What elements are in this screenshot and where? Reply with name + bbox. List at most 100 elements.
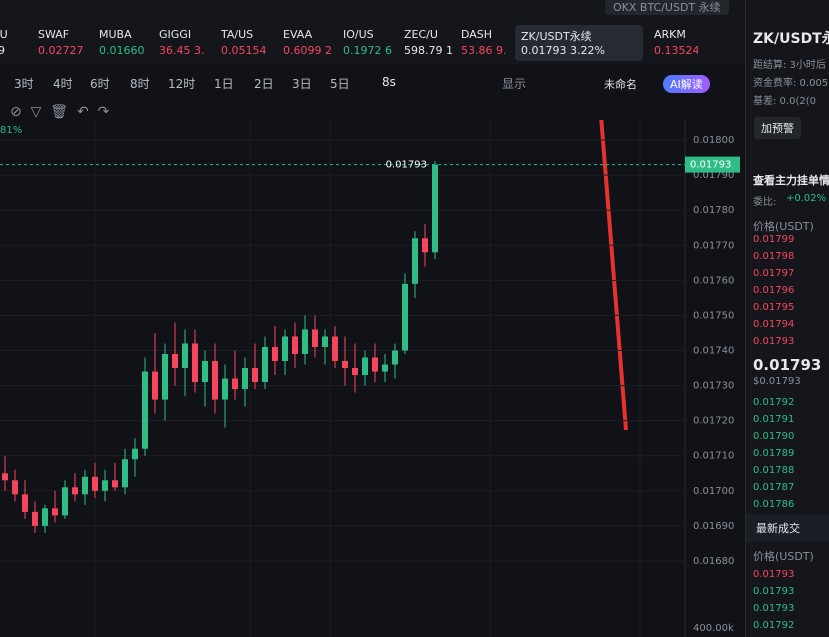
timeframe[interactable]: 8时 — [130, 77, 150, 91]
candle-body — [32, 511, 38, 526]
ticker-name: IO/U — [0, 28, 8, 41]
basis: 基差: 0.0(2(0 — [753, 96, 816, 107]
candle-body — [232, 378, 238, 390]
layout-name[interactable]: 未命名 — [604, 78, 637, 91]
trade-price: 0.01793 — [753, 603, 795, 614]
change-label: 81% — [0, 125, 23, 136]
ask-price: 0.01799 — [753, 234, 795, 245]
volume-label: 400.00k — [693, 623, 734, 634]
candle-body — [342, 361, 348, 369]
ticker-price: 0.13524 — [654, 44, 698, 57]
ticker-tab[interactable]: DASH 53.86 9. — [455, 25, 513, 61]
last-usd: $0.01793 — [753, 376, 801, 387]
candle-body — [412, 238, 418, 284]
ticker-bar: OKX BTC/USDT 永续 IO/U 879 SWAF 0.02727 MUBA 0.… — [0, 0, 745, 65]
tabs-bg — [746, 514, 829, 542]
bid-price: 0.01787 — [753, 482, 795, 493]
ticker-name: MUBA — [99, 28, 132, 41]
ask-price: 0.01794 — [753, 319, 795, 330]
last-price-box — [685, 156, 740, 173]
y-tick-label: 0.01680 — [693, 556, 734, 567]
candle-body — [112, 480, 118, 488]
candle-body — [392, 350, 398, 365]
panel-title: ZK/USDT永续 — [753, 31, 829, 47]
timeframe[interactable]: 6时 — [90, 77, 110, 91]
last-price-axis-label: 0.01793 — [690, 160, 731, 171]
candle-body — [212, 361, 218, 400]
ticker-name: EVAA — [283, 28, 313, 41]
candle-body — [182, 343, 188, 369]
search-box[interactable]: OKX BTC/USDT 永续 — [605, 0, 729, 15]
interval[interactable]: 8s — [382, 75, 396, 89]
display-toggle[interactable]: 显示 — [502, 77, 527, 91]
candle-body — [352, 368, 358, 376]
ticker-price: 0.6099 2 — [283, 44, 332, 57]
ticker-name: DASH — [461, 28, 493, 41]
ticker-tab[interactable]: SWAF 0.02727 — [32, 25, 90, 61]
ticker-name: GIGGI — [159, 28, 192, 41]
y-tick-label: 0.01750 — [693, 310, 734, 321]
candle-body — [192, 343, 198, 383]
alert-button[interactable]: 加预警 — [754, 117, 801, 139]
ticker-price: 0.02727 — [38, 44, 84, 57]
ticker-tab[interactable]: ARKM 0.13524 — [648, 25, 698, 61]
candle-body — [372, 357, 378, 372]
y-tick-label: 0.01690 — [693, 521, 734, 532]
ticker-price: 0.01660 — [99, 44, 145, 57]
ticker-name: ZK/USDT永续 — [521, 30, 592, 43]
ticker-tab[interactable]: EVAA 0.6099 2 — [277, 25, 335, 61]
candle-body — [2, 473, 8, 481]
ticker-tab[interactable]: IO/U 879 — [0, 25, 28, 61]
candle-body — [12, 480, 18, 495]
ticker-tab[interactable]: IO/US 0.1972 6 — [337, 25, 395, 61]
ticker-tab[interactable]: GIGGI 36.45 3. — [153, 25, 213, 61]
candle-body — [62, 487, 68, 516]
y-tick-label: 0.01700 — [693, 486, 734, 497]
candle-body — [282, 336, 288, 362]
timeframe[interactable]: 5日 — [330, 77, 350, 91]
toolbar: 8s 显示 未命名 AI解读 ⊘ ▽ 🗑 ↶ ↷ 81% 3时 4时 6时 8时 12时… — [0, 64, 745, 136]
y-tick-label: 0.01730 — [693, 381, 734, 392]
timeframe[interactable]: 3日 — [292, 77, 312, 91]
ticker-name: ARKM — [654, 28, 686, 41]
candle-body — [82, 476, 88, 495]
candle-body — [222, 378, 228, 400]
candle-body — [72, 487, 78, 495]
candle-body — [432, 164, 438, 253]
timeframe[interactable]: 4时 — [53, 77, 73, 91]
candle-body — [202, 361, 208, 383]
ticker-tab[interactable]: MUBA 0.01660 — [93, 25, 151, 61]
timeframe[interactable]: 12时 — [168, 77, 196, 91]
timeframe[interactable]: 3时 — [14, 77, 34, 91]
candle-body — [242, 368, 248, 390]
candle-body — [382, 364, 388, 372]
ticker-price: 0.1972 6 — [343, 44, 392, 57]
settle: 距结算: 3小时后 — [753, 60, 826, 71]
timeframe[interactable]: 1日 — [214, 77, 234, 91]
ticker-tab[interactable]: ZK/USDT永续 0.01793 3.22% — [515, 25, 643, 61]
candle-body — [102, 480, 108, 491]
price-header: 价格(USDT) — [753, 220, 814, 233]
candle-body — [262, 346, 268, 383]
funding: 资金费率: 0.005 — [753, 78, 829, 89]
bid-price: 0.01791 — [753, 414, 795, 425]
candle-body — [312, 329, 318, 347]
y-tick-label: 0.01710 — [693, 451, 734, 462]
candle-body — [292, 336, 298, 355]
candle-body — [92, 476, 98, 491]
ticker-name: SWAF — [38, 28, 70, 41]
ticker-tab[interactable]: ZEC/U 598.79 1 — [398, 25, 453, 61]
ask-price: 0.01798 — [753, 251, 795, 262]
trades-tab[interactable]: 最新成交 — [756, 522, 800, 535]
timeframe[interactable]: 2日 — [254, 77, 274, 91]
ticker-tab[interactable]: TA/US 0.05154 — [215, 25, 275, 61]
ai-button[interactable]: AI解读 — [663, 75, 710, 93]
tool-icons[interactable]: ⊘ ▽ 🗑 ↶ ↷ — [10, 104, 110, 120]
candle-body — [272, 346, 278, 362]
orders-link[interactable]: 查看主力挂单情 — [753, 174, 829, 187]
candle-body — [52, 508, 58, 516]
candle-body — [402, 283, 408, 351]
trade-price: 0.01792 — [753, 620, 795, 631]
y-tick-label: 0.01780 — [693, 205, 734, 216]
